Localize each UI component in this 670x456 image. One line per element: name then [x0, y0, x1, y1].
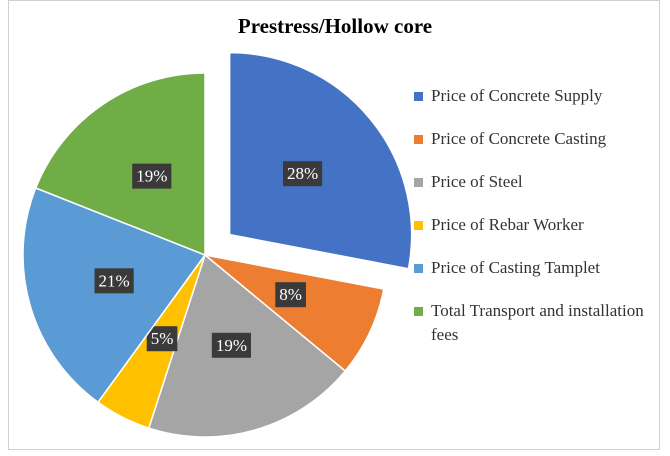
data-label-box: [275, 282, 306, 308]
legend-swatch: [414, 264, 423, 273]
chart-title: Prestress/Hollow core: [238, 14, 432, 38]
data-label: 19%: [132, 163, 172, 189]
data-label-text: 5%: [151, 329, 174, 348]
pie-slice: [204, 254, 385, 373]
legend: Price of Concrete Supply Price of Concret…: [414, 84, 654, 366]
data-label: 19%: [211, 332, 251, 358]
legend-swatch: [414, 92, 423, 101]
legend-label: Price of Casting Tamplet: [431, 258, 600, 277]
data-label-text: 19%: [216, 336, 247, 355]
data-label: 28%: [282, 161, 323, 187]
legend-label: Price of Steel: [431, 172, 523, 191]
legend-item: Price of Rebar Worker: [414, 213, 654, 237]
data-label-text: 19%: [136, 167, 167, 186]
pie-slice: [22, 187, 207, 404]
pie-slice: [228, 51, 413, 270]
legend-item: Total Transport and installation fees: [414, 299, 654, 347]
data-label-text: 8%: [279, 285, 302, 304]
data-label-box: [146, 326, 178, 352]
legend-label: Price of Concrete Supply: [431, 86, 603, 105]
data-label: 8%: [275, 282, 306, 308]
data-label-box: [132, 163, 172, 189]
data-label-box: [94, 268, 134, 294]
data-label: 5%: [146, 326, 178, 352]
legend-swatch: [414, 135, 423, 144]
legend-item: Price of Concrete Casting: [414, 127, 654, 151]
legend-label: Price of Concrete Casting: [431, 129, 607, 148]
legend-swatch: [414, 307, 423, 316]
pie-slice: [34, 72, 206, 257]
data-label-box: [282, 161, 323, 187]
legend-item: Price of Concrete Supply: [414, 84, 654, 108]
legend-swatch: [414, 178, 423, 187]
legend-label: Price of Rebar Worker: [431, 215, 584, 234]
legend-item: Price of Steel: [414, 170, 654, 194]
chart-frame: [8, 0, 660, 450]
data-label-text: 21%: [99, 271, 130, 290]
legend-label: Total Transport and installation fees: [431, 301, 644, 344]
legend-swatch: [414, 221, 423, 230]
data-label-text: 28%: [287, 164, 318, 183]
data-label: 21%: [94, 268, 134, 294]
data-label-box: [211, 332, 251, 358]
legend-item: Price of Casting Tamplet: [414, 256, 654, 280]
